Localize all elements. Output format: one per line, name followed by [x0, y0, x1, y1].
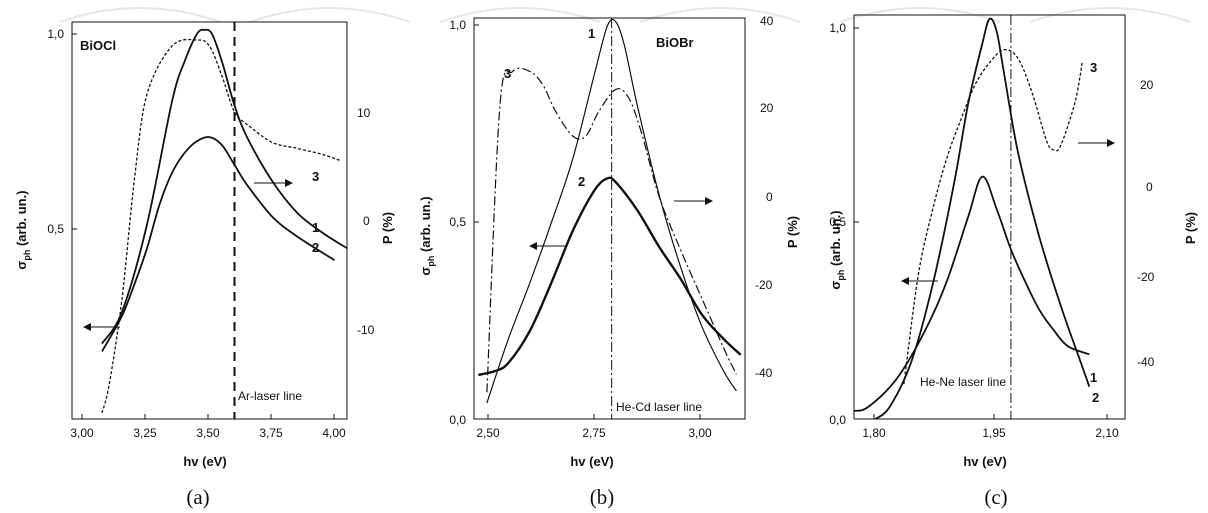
y-right-tick-label: 20	[760, 101, 774, 115]
x-tick-label: 1,95	[982, 426, 1006, 440]
x-axis: 1,80 1,95 2,10	[862, 414, 1119, 440]
y-right-tick-label: 10	[357, 106, 371, 120]
series-label: 2	[312, 240, 319, 255]
series-line-2	[874, 17, 1091, 420]
y-right-tick-label: -20	[755, 278, 773, 292]
y-left-axis-label: σph (arb. un.)	[418, 196, 436, 275]
material-label: BiOCl	[80, 38, 116, 53]
y-right-tick-label: -40	[755, 366, 773, 380]
panel-label: (b)	[590, 485, 615, 509]
series-label: 3	[312, 169, 319, 184]
series-label: 3	[504, 66, 511, 81]
x-axis: 2,50 2,75 3,00	[476, 414, 712, 440]
series-line-2	[101, 136, 335, 352]
series-label: 2	[1092, 390, 1099, 405]
x-tick-label: 2,75	[582, 426, 606, 440]
series-line-3	[903, 48, 1083, 385]
y-left-tick-label: 0,0	[449, 413, 466, 427]
y-left-tick-label: 0,5	[829, 215, 846, 229]
y-left-tick-label: 0,5	[449, 215, 466, 229]
y-right-tick-label: 0	[766, 190, 773, 204]
y-right-tick-label: 0	[1146, 180, 1153, 194]
plot-frame	[853, 14, 1126, 420]
y-right-tick-label: -20	[1137, 270, 1155, 284]
x-tick-label: 1,80	[862, 426, 886, 440]
x-tick-label: 3,75	[259, 426, 283, 440]
x-axis-label: hv (eV)	[963, 454, 1006, 469]
plot-frame	[473, 17, 746, 420]
laser-line-label: He-Cd laser line	[616, 400, 702, 414]
series-label: 1	[588, 26, 595, 41]
x-tick-label: 3,50	[196, 426, 220, 440]
x-axis-label: hv (eV)	[570, 454, 613, 469]
x-tick-label: 3,25	[133, 426, 157, 440]
y-right-axis-label: P (%)	[1183, 212, 1198, 244]
series-line-3	[486, 67, 737, 393]
x-tick-label: 2,10	[1095, 426, 1119, 440]
series-label: 1	[1090, 370, 1097, 385]
y-left-axis-label: σph (arb. un.)	[14, 190, 32, 269]
x-tick-label: 2,50	[476, 426, 500, 440]
y-right-tick-label: 0	[363, 214, 370, 228]
series-line-1	[101, 28, 348, 345]
y-left-tick-label: 0,0	[829, 413, 846, 427]
y-left-tick-label: 1,0	[829, 21, 846, 35]
y-left-tick-label: 0,5	[47, 222, 64, 236]
panel-label: (c)	[984, 485, 1007, 509]
series-label: 1	[312, 220, 319, 235]
series-line-3	[101, 38, 340, 414]
laser-line-label: He-Ne laser line	[920, 375, 1006, 389]
panel-b: He-Cd laser line BiOBr 2,50 2,75 3,00 hv…	[418, 14, 800, 509]
y-right-axis-label: P (%)	[380, 212, 395, 244]
panel-c: He-Ne laser line 1,80 1,95 2,10 hv (eV) …	[828, 14, 1198, 509]
plot-frame	[71, 21, 348, 420]
series-line-2	[478, 176, 742, 377]
x-tick-label: 4,00	[322, 426, 346, 440]
y-right-tick-label: 20	[1140, 78, 1154, 92]
x-axis: 3,00 3,25 3,50 3,75 4,00	[70, 414, 346, 440]
series-label: 3	[1090, 60, 1097, 75]
y-right-tick-label: -10	[357, 323, 375, 337]
y-left-tick-label: 1,0	[449, 18, 466, 32]
y-right-tick-label: -40	[1137, 355, 1155, 369]
y-left-axis-label: σph (arb. un.)	[828, 210, 846, 289]
y-right-axis-label: P (%)	[785, 216, 800, 248]
series-line-1	[853, 175, 1090, 412]
panel-a: Ar-laser line BiOCl 3,00 3,25 3,50 3,75 …	[14, 21, 395, 509]
x-tick-label: 3,00	[688, 426, 712, 440]
panel-label: (a)	[186, 485, 209, 509]
x-axis-label: hv (eV)	[183, 454, 226, 469]
background-arcs	[59, 7, 1191, 23]
laser-line-label: Ar-laser line	[238, 389, 302, 403]
y-left-tick-label: 1,0	[47, 27, 64, 41]
series-line-1	[486, 18, 737, 404]
series-label: 2	[578, 174, 585, 189]
material-label: BiOBr	[656, 35, 694, 50]
x-tick-label: 3,00	[70, 426, 94, 440]
y-right-tick-label: 40	[760, 14, 774, 28]
